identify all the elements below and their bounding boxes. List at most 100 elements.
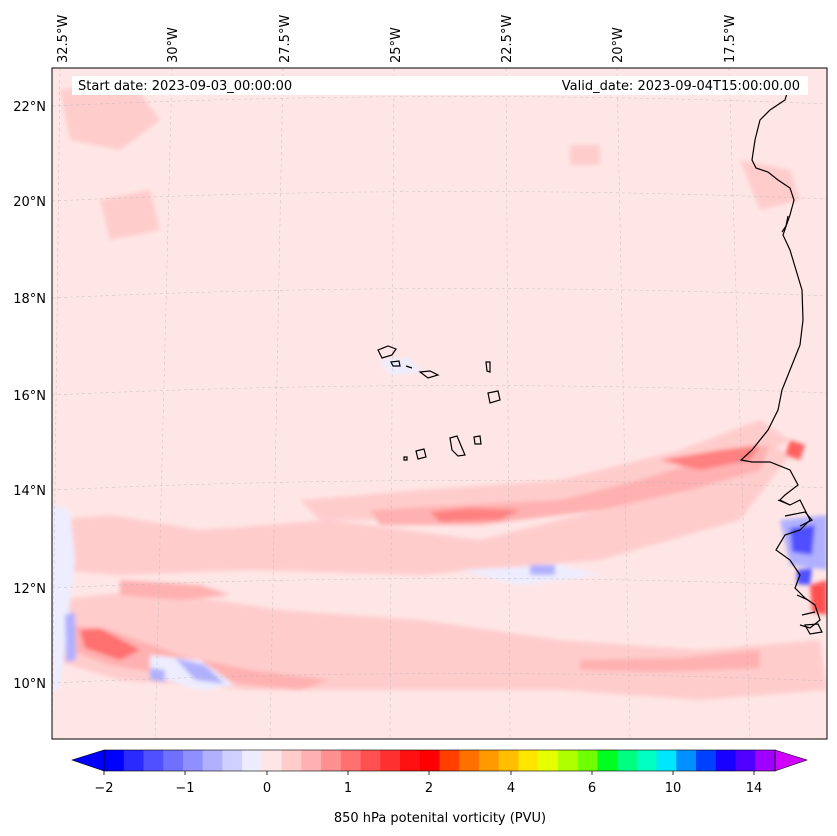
pv-patch bbox=[150, 668, 165, 682]
pv-patch bbox=[580, 650, 760, 672]
colorbar-segment bbox=[459, 750, 480, 771]
pv-patch bbox=[790, 525, 815, 555]
pv-patch bbox=[52, 440, 790, 575]
island-santiago bbox=[449, 435, 466, 457]
pv-patch bbox=[120, 580, 230, 600]
colorbar-tick-label: −2 bbox=[94, 781, 113, 796]
island-brava bbox=[403, 456, 408, 461]
lon-label: 22.5°W bbox=[500, 15, 515, 63]
colorbar-segment bbox=[419, 750, 440, 771]
colorbar-segment bbox=[123, 750, 144, 771]
colorbar: −2 −1 0 1 2 4 6 10 14 850 hPa potenital … bbox=[71, 749, 808, 826]
parallel bbox=[52, 96, 827, 107]
lat-label: 16°N bbox=[13, 389, 46, 404]
colorbar-segment bbox=[676, 750, 697, 771]
colorbar-segment bbox=[143, 750, 164, 771]
coast-detail bbox=[784, 511, 813, 527]
pv-patch bbox=[100, 190, 160, 240]
pv-patch bbox=[175, 658, 225, 684]
map-panel: Start date: 2023-09-03_00:00:00 Valid_da… bbox=[51, 67, 828, 740]
parallel bbox=[52, 673, 827, 684]
colorbar-segment bbox=[557, 750, 579, 771]
colorbar-segment bbox=[636, 750, 658, 771]
map-frame bbox=[51, 67, 828, 740]
lat-label: 12°N bbox=[13, 582, 46, 597]
lat-label: 14°N bbox=[13, 484, 46, 499]
colorbar-segment bbox=[597, 750, 618, 771]
lon-label: 32.5°W bbox=[56, 15, 71, 63]
colorbar-tick-labels: −2 −1 0 1 2 4 6 10 14 bbox=[94, 781, 762, 796]
island-sal bbox=[485, 361, 491, 373]
colorbar-segment bbox=[281, 750, 302, 771]
colorbar-segment bbox=[182, 750, 204, 771]
island-sao-nicolau bbox=[418, 370, 440, 379]
lon-label: 25°W bbox=[389, 27, 404, 63]
pv-patch bbox=[370, 445, 770, 525]
colorbar-segment bbox=[261, 750, 283, 771]
island-sao-vicente bbox=[390, 360, 401, 367]
coast-detail bbox=[804, 623, 823, 635]
meridian bbox=[505, 68, 511, 739]
lat-label: 18°N bbox=[13, 292, 46, 307]
colorbar-ticks bbox=[103, 771, 755, 775]
meridian bbox=[269, 68, 284, 739]
pv-patch bbox=[785, 440, 805, 460]
pv-patch bbox=[70, 625, 330, 690]
colorbar-segment bbox=[380, 750, 401, 771]
africa-coastline bbox=[739, 79, 821, 629]
pv-patch bbox=[52, 505, 75, 690]
colorbar-tick-label: −1 bbox=[175, 781, 194, 796]
meridian bbox=[52, 68, 61, 739]
start-date-label: Start date: 2023-09-03_00:00:00 bbox=[78, 79, 292, 94]
colorbar-segment bbox=[104, 750, 125, 771]
pv-patch bbox=[430, 508, 520, 522]
lon-label: 30°W bbox=[166, 27, 181, 63]
meridian bbox=[616, 68, 631, 739]
colorbar-min-extension bbox=[71, 749, 105, 772]
meridian bbox=[389, 68, 395, 739]
colorbar-label: 850 hPa potenital vorticity (PVU) bbox=[334, 811, 546, 826]
parallel bbox=[52, 191, 827, 202]
valid-date-label: Valid_date: 2023-09-04T15:00:00.00 bbox=[562, 79, 800, 94]
colorbar-outline bbox=[103, 749, 776, 772]
colorbar-segment bbox=[242, 750, 263, 771]
latitude-labels: 22°N 20°N 18°N 16°N 14°N 12°N 10°N bbox=[13, 100, 46, 692]
colorbar-segment bbox=[478, 750, 500, 771]
lat-label: 10°N bbox=[13, 677, 46, 692]
colorbar-segment bbox=[577, 750, 598, 771]
colorbar-tick-label: 2 bbox=[425, 781, 433, 796]
parallel bbox=[52, 385, 827, 396]
lon-label: 20°W bbox=[611, 27, 626, 63]
pv-patch bbox=[80, 628, 140, 660]
colorbar-segment bbox=[538, 750, 559, 771]
pv-patch bbox=[60, 80, 160, 150]
colorbar-segment bbox=[360, 750, 381, 771]
coast-detail bbox=[796, 594, 809, 601]
header-box bbox=[72, 76, 808, 95]
island-santa-luzia bbox=[405, 365, 413, 369]
pv-patch bbox=[530, 565, 555, 575]
island-santo-antao bbox=[377, 345, 397, 359]
lat-label: 20°N bbox=[13, 195, 46, 210]
coastlines bbox=[739, 79, 823, 635]
colorbar-segment bbox=[321, 750, 342, 771]
pv-patch bbox=[810, 580, 827, 615]
colorbar-tick-label: 6 bbox=[588, 781, 596, 796]
pv-patch bbox=[65, 612, 76, 662]
gridlines bbox=[52, 68, 827, 739]
lon-label: 27.5°W bbox=[278, 15, 293, 63]
colorbar-segment bbox=[340, 750, 362, 771]
longitude-labels: 32.5°W 30°W 27.5°W 25°W 22.5°W 20°W 17.5… bbox=[56, 15, 738, 63]
pv-patch bbox=[300, 420, 790, 520]
colorbar-tick-label: 1 bbox=[344, 781, 352, 796]
lat-label: 22°N bbox=[13, 100, 46, 115]
colorbar-segment bbox=[617, 750, 638, 771]
colorbar-segments bbox=[104, 750, 776, 771]
colorbar-segment bbox=[301, 750, 322, 771]
colorbar-segment bbox=[656, 750, 677, 771]
colorbar-segment bbox=[755, 750, 776, 771]
colorbar-segment bbox=[518, 750, 539, 771]
island-boa-vista bbox=[487, 390, 501, 404]
island-maio bbox=[473, 435, 482, 445]
colorbar-segment bbox=[400, 750, 421, 771]
